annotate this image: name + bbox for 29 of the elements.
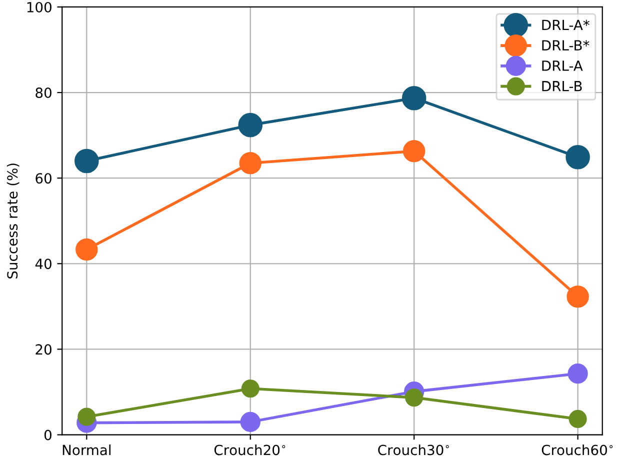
point [566, 285, 589, 308]
point [566, 144, 590, 170]
y-tick-label: 40 [35, 258, 52, 270]
y-axis-title: Success rate (%) [6, 164, 20, 278]
point [74, 148, 99, 174]
x-tick-label: Crouch20$^{∘}$ [214, 444, 286, 456]
y-tick-label: 100 [27, 2, 52, 12]
point [405, 388, 424, 407]
legend-label: DRL-A [542, 60, 583, 71]
point [239, 152, 262, 174]
legend-label: DRL-B* [542, 40, 590, 50]
point [240, 412, 260, 432]
point [76, 238, 98, 261]
point [568, 410, 587, 428]
legend-label: DRL-B [542, 81, 582, 92]
y-tick-label: 60 [36, 173, 52, 184]
point [402, 140, 426, 162]
point [78, 408, 96, 426]
point [238, 112, 263, 138]
y-tick-label: 20 [36, 344, 52, 355]
legend-label: DRL-A* [542, 20, 590, 30]
x-tick-label: Crouch30$^{∘}$ [378, 444, 449, 456]
point [568, 364, 588, 384]
point [402, 86, 426, 110]
x-tick-label: Crouch60$^{∘}$ [542, 444, 613, 456]
point [241, 380, 260, 398]
y-tick-label: 80 [36, 88, 52, 98]
y-tick-label: 0 [44, 430, 52, 440]
x-tick-label: Normal [62, 444, 110, 456]
